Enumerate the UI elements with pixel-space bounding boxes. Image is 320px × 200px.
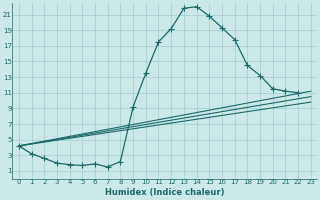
X-axis label: Humidex (Indice chaleur): Humidex (Indice chaleur) <box>105 188 225 197</box>
